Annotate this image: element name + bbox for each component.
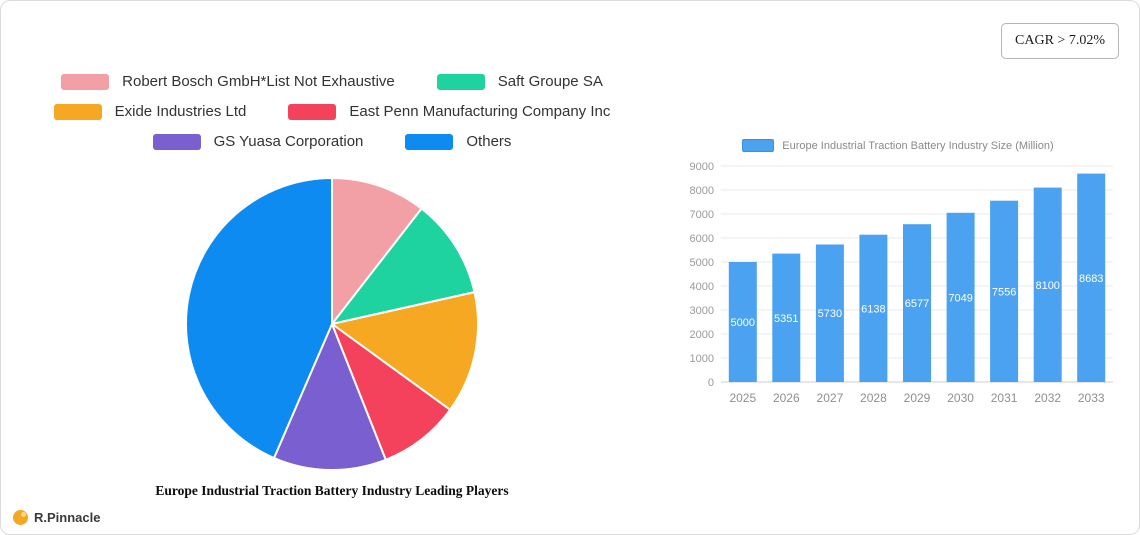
bar-2025 — [728, 262, 757, 382]
bar-value-label: 7049 — [948, 292, 972, 304]
pie-legend-row: GS Yuasa Corporation Others — [152, 133, 511, 150]
legend-swatch — [152, 133, 201, 150]
bar-value-label: 8683 — [1079, 273, 1103, 285]
bar-2033 — [1077, 173, 1106, 382]
x-axis-tick-label: 2027 — [817, 391, 844, 405]
bar-2032 — [1033, 187, 1062, 382]
y-axis-tick-label: 1000 — [690, 353, 714, 365]
bar-2027 — [815, 244, 844, 382]
brand-circle-icon — [13, 510, 28, 525]
bar-legend-item[interactable]: Europe Industrial Traction Battery Indus… — [742, 139, 1054, 152]
pie-slice-3 — [331, 323, 452, 461]
x-axis-tick-label: 2025 — [729, 391, 756, 405]
pie-legend-row: Exide Industries Ltd East Penn Manufactur… — [53, 103, 610, 120]
y-axis-tick-label: 2000 — [690, 329, 714, 341]
y-axis-tick-label: 0 — [708, 377, 714, 389]
bar-2031 — [990, 200, 1019, 382]
bar-2028 — [859, 234, 888, 382]
bar-2029 — [903, 224, 931, 382]
bar-value-label: 7556 — [992, 286, 1016, 298]
x-axis-tick-label: 2032 — [1034, 391, 1061, 405]
bar-2030 — [946, 212, 975, 382]
pie-legend: Robert Bosch GmbH*List Not Exhaustive Saf… — [53, 73, 610, 163]
x-axis-tick-label: 2026 — [773, 391, 800, 405]
pie-legend-item[interactable]: Exide Industries Ltd — [53, 103, 247, 120]
pie-legend-item[interactable]: Robert Bosch GmbH*List Not Exhaustive — [61, 73, 395, 90]
pie-legend-item[interactable]: East Penn Manufacturing Company Inc — [288, 103, 610, 120]
y-axis-tick-label: 7000 — [690, 209, 714, 221]
pie-legend-item[interactable]: Saft Groupe SA — [436, 73, 603, 90]
pie-slice-0 — [331, 176, 423, 325]
pie-legend-row: Robert Bosch GmbH*List Not Exhaustive Saf… — [61, 73, 603, 90]
legend-label: Exide Industries Ltd — [114, 103, 247, 120]
pie-slice-4 — [273, 323, 387, 471]
x-axis-tick-label: 2028 — [860, 391, 887, 405]
legend-swatch — [61, 73, 110, 90]
y-axis-tick-label: 6000 — [690, 233, 714, 245]
y-axis-tick-label: 4000 — [690, 281, 714, 293]
legend-swatch — [436, 73, 485, 90]
x-axis-tick-label: 2030 — [947, 391, 974, 405]
bar-legend-label: Europe Industrial Traction Battery Indus… — [782, 139, 1054, 152]
pie-chart — [184, 176, 479, 471]
pie-slice-5 — [184, 176, 333, 460]
brand-logo: R.Pinnacle — [13, 510, 100, 525]
bar-legend-swatch — [742, 139, 775, 152]
x-axis-tick-label: 2031 — [991, 391, 1018, 405]
bar-value-label: 5351 — [774, 313, 798, 325]
bar-chart: 0 1000 2000 3000 4000 5000 6000 7000 8000 9000 500… — [690, 161, 1113, 405]
legend-swatch — [53, 103, 102, 120]
pie-chart-title: Europe Industrial Traction Battery Indus… — [155, 483, 509, 498]
bar-value-label: 5000 — [731, 317, 755, 329]
x-axis-tick-label: 2033 — [1078, 391, 1105, 405]
y-axis-tick-label: 9000 — [690, 161, 714, 173]
y-axis-tick-label: 3000 — [690, 305, 714, 317]
legend-label: Others — [466, 133, 512, 150]
y-axis-tick-label: 5000 — [690, 257, 714, 269]
x-axis-tick-label: 2029 — [904, 391, 931, 405]
bar-value-label: 6577 — [905, 298, 929, 310]
legend-swatch — [405, 133, 454, 150]
bar-value-label: 5730 — [818, 308, 842, 320]
y-axis-tick-label: 8000 — [690, 185, 714, 197]
legend-label: Robert Bosch GmbH*List Not Exhaustive — [122, 73, 395, 90]
pie-legend-item[interactable]: GS Yuasa Corporation — [152, 133, 364, 150]
legend-label: GS Yuasa Corporation — [213, 133, 364, 150]
bar-value-label: 8100 — [1035, 280, 1059, 292]
legend-swatch — [288, 103, 337, 120]
legend-label: Saft Groupe SA — [497, 73, 603, 90]
legend-label: East Penn Manufacturing Company Inc — [349, 103, 611, 120]
cagr-text: CAGR > 7.02% — [1015, 33, 1105, 48]
brand-name: R.Pinnacle — [34, 510, 101, 525]
pie-chart-section: Robert Bosch GmbH*List Not Exhaustive Saf… — [1, 1, 663, 534]
pie-slice-1 — [331, 207, 476, 325]
cagr-badge: CAGR > 7.02% — [1001, 23, 1119, 59]
pie-slice-2 — [331, 291, 479, 411]
pie-legend-item[interactable]: Others — [405, 133, 511, 150]
bar-value-label: 6138 — [861, 303, 885, 315]
bar-chart-section: Europe Industrial Traction Battery Indus… — [663, 1, 1133, 534]
bar-2026 — [772, 253, 801, 382]
